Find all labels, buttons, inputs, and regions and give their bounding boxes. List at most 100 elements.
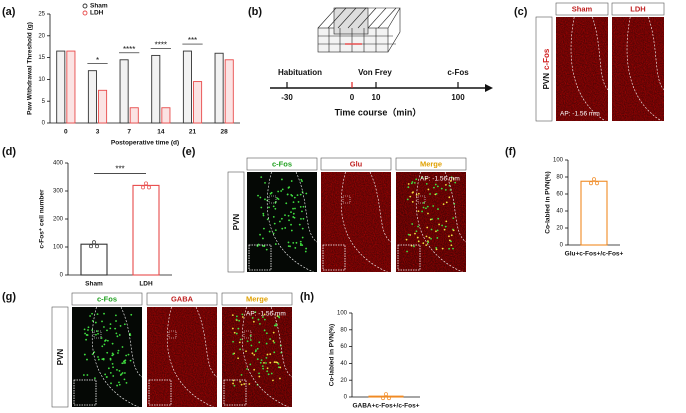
cell-dot — [281, 178, 283, 181]
ap-label: AP: -1.56 mm — [560, 111, 600, 118]
x-tick-label: Glu+c-Fos+/c-Fos+ — [565, 251, 624, 258]
cell-dot — [259, 361, 262, 364]
cell-dot — [427, 212, 429, 215]
y-axis-label: Co-labled in PVN(%) — [545, 171, 552, 233]
x-tick-label: LDH — [139, 281, 153, 288]
cell-dot — [432, 205, 435, 207]
cell-dot — [243, 383, 246, 385]
cell-dot — [436, 237, 439, 239]
cell-dot — [260, 359, 263, 362]
cell-dot — [104, 339, 107, 342]
bar — [129, 107, 139, 124]
dot — [92, 240, 96, 245]
roi — [268, 195, 277, 204]
cell-dot — [232, 382, 234, 385]
ap-label: AP: -1.56 mm — [246, 311, 286, 318]
cell-dot — [112, 375, 115, 377]
cell-dot — [302, 217, 305, 220]
cell-dot — [305, 192, 308, 195]
cell-dot — [257, 318, 260, 321]
cell-dot — [292, 207, 294, 210]
dot — [95, 244, 99, 249]
cell-dot — [452, 217, 455, 219]
cell-dot — [115, 332, 118, 335]
cell-dot — [259, 196, 262, 199]
cell-dot — [262, 245, 264, 247]
cell-dot — [290, 180, 293, 182]
cell-dot — [101, 345, 104, 348]
y-tick-label: 100 — [553, 158, 564, 164]
cell-dot — [259, 233, 261, 236]
header-label: LDH — [630, 4, 645, 13]
cell-dot — [405, 238, 408, 241]
cell-dot — [261, 365, 264, 368]
timeline-event: c-Fos — [447, 68, 469, 77]
panel-label: (b) — [248, 6, 262, 18]
image-noise — [222, 307, 292, 407]
cell-dot — [277, 315, 280, 318]
cell-dot — [290, 223, 292, 226]
cell-dot — [299, 240, 302, 243]
timeline-tick-label: 0 — [350, 93, 355, 102]
cell-dot — [411, 223, 414, 225]
y-tick-label: 60 — [556, 192, 563, 198]
legend-label: LDH — [90, 10, 104, 17]
cell-dot — [235, 332, 238, 335]
ap-label: AP: -1.56 mm — [420, 176, 460, 183]
cell-dot — [433, 186, 435, 189]
y-tick-label: 40 — [556, 209, 563, 215]
cell-dot — [95, 333, 97, 336]
cell-dot — [269, 353, 272, 356]
y-tick-label: 25 — [38, 12, 45, 18]
micrograph — [72, 306, 143, 408]
cell-dot — [281, 188, 284, 191]
cell-dot — [415, 193, 418, 196]
cell-dot — [251, 352, 254, 355]
cell-dot — [85, 338, 87, 341]
side-box — [51, 306, 69, 408]
cell-dot — [111, 342, 114, 345]
cell-dot — [292, 212, 295, 215]
cell-dot — [301, 180, 303, 183]
significance: *** — [188, 36, 197, 45]
bar — [368, 395, 404, 398]
cell-dot — [130, 313, 133, 316]
cell-dot — [106, 351, 109, 354]
cell-dot — [292, 241, 295, 244]
cage-drawing — [317, 7, 401, 53]
panel-label: (a) — [2, 6, 16, 18]
side-box — [227, 171, 245, 273]
cell-dot — [266, 353, 269, 356]
cell-dot — [411, 181, 414, 183]
header-box — [246, 157, 318, 171]
significance: **** — [123, 45, 135, 54]
cell-dot — [116, 384, 119, 387]
cell-dot — [97, 332, 99, 335]
cell-dot — [407, 233, 410, 236]
dot — [147, 185, 151, 190]
y-tick-label: 20 — [556, 226, 563, 232]
cell-dot — [267, 373, 270, 376]
cell-dot — [84, 332, 86, 335]
cell-dot — [116, 335, 119, 338]
cell-dot — [411, 191, 414, 194]
cell-dot — [422, 206, 425, 209]
cell-dot — [258, 372, 260, 375]
inset — [248, 244, 272, 271]
image-noise — [147, 307, 217, 407]
image-noise — [556, 17, 608, 121]
legend-marker — [82, 10, 88, 16]
legend-marker — [82, 3, 88, 9]
header-box — [320, 157, 392, 171]
roi — [243, 330, 252, 339]
cell-dot — [301, 227, 304, 230]
cell-dot — [286, 193, 289, 196]
cell-dot — [239, 348, 242, 351]
y-axis-label: Paw Withdrawal Threshold (g) — [27, 22, 34, 115]
cell-dot — [246, 340, 249, 343]
cell-dot — [268, 206, 270, 209]
cell-dot — [100, 337, 103, 339]
cell-dot — [414, 232, 416, 235]
cell-dot — [296, 194, 299, 197]
cell-dot — [272, 205, 275, 208]
